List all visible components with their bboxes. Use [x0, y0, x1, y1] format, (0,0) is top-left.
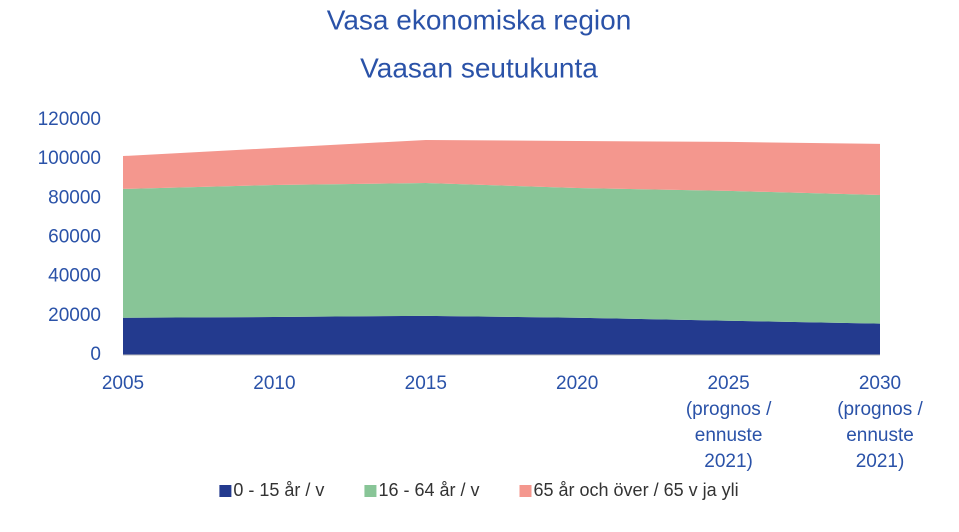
y-tick-label: 120000: [38, 109, 101, 130]
x-tick-label: 2030: [859, 373, 901, 394]
x-tick-label: (prognos /: [837, 399, 923, 420]
legend-label: 0 - 15 år / v: [233, 480, 324, 500]
x-tick-label: 2025: [707, 373, 749, 394]
x-tick-label: 2005: [102, 373, 144, 394]
y-tick-label: 40000: [48, 266, 101, 287]
x-tick-label: 2015: [405, 373, 447, 394]
y-tick-label: 80000: [48, 187, 101, 208]
legend-swatch: [219, 485, 232, 497]
y-tick-label: 20000: [48, 305, 101, 326]
legend-swatch: [364, 485, 377, 497]
area: [123, 315, 880, 355]
area: [123, 183, 880, 324]
x-tick-label: (prognos /: [686, 399, 772, 420]
legend-label: 16 - 64 år / v: [378, 480, 479, 500]
legend-swatch: [519, 485, 532, 497]
chart-title: Vasa ekonomiska region: [327, 4, 632, 35]
x-tick-label: 2021): [856, 451, 905, 472]
chart-title: Vaasan seutukunta: [360, 52, 598, 83]
legend-label: 65 år och över / 65 v ja yli: [534, 480, 739, 500]
x-tick-label: 2020: [556, 373, 598, 394]
x-tick-label: ennuste: [846, 425, 914, 446]
x-tick-label: ennuste: [695, 425, 763, 446]
x-tick-label: 2010: [253, 373, 295, 394]
y-tick-label: 60000: [48, 227, 101, 248]
y-tick-label: 0: [90, 344, 101, 365]
area: [123, 139, 880, 196]
legend: 0 - 15 år / v 16 - 64 år / v 65 år och öve…: [219, 480, 739, 500]
x-tick-label: 2021): [704, 451, 753, 472]
y-tick-label: 100000: [38, 148, 101, 169]
